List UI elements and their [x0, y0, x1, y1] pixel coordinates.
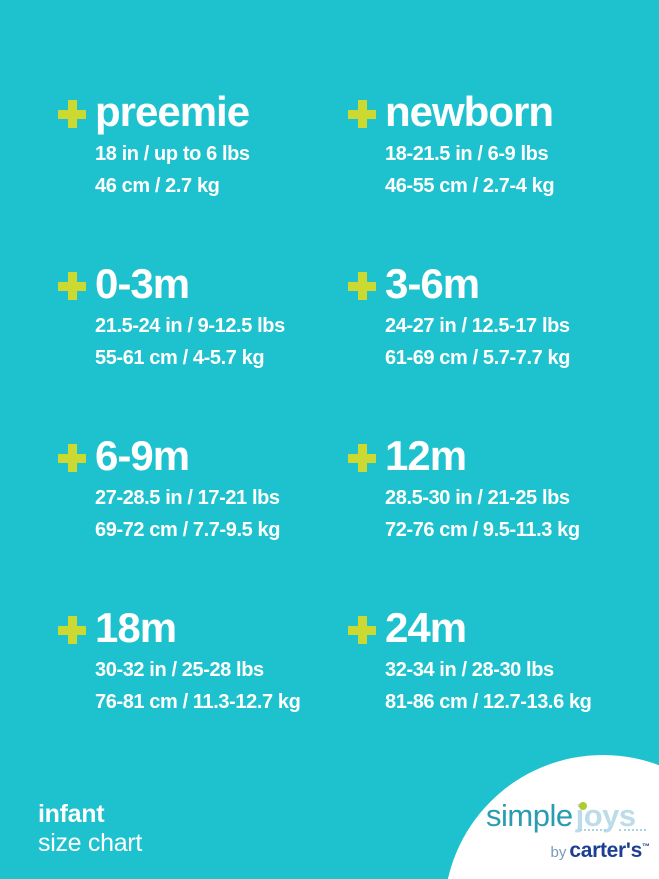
size-cell-newborn: newborn 18-21.5 in / 6-9 lbs 46-55 cm / … [348, 90, 638, 262]
logo-dotted-underline-left [579, 829, 606, 831]
logo-brand-text: carter's [569, 839, 642, 862]
size-name: 3-6m [385, 260, 480, 307]
brand-logo-circle: simplejoys by carter's™ [444, 755, 659, 879]
size-name: 6-9m [95, 432, 190, 479]
size-info: 0-3m 21.5-24 in / 9-12.5 lbs 55-61 cm / … [95, 262, 285, 374]
plus-icon [58, 616, 86, 644]
size-cell-12m: 12m 28.5-30 in / 21-25 lbs 72-76 cm / 9.… [348, 434, 638, 606]
size-imperial: 28.5-30 in / 21-25 lbs [385, 487, 570, 509]
size-imperial: 30-32 in / 25-28 lbs [95, 659, 264, 681]
size-metric: 61-69 cm / 5.7-7.7 kg [385, 347, 571, 369]
size-imperial: 18 in / up to 6 lbs [95, 143, 250, 165]
plus-icon [58, 100, 86, 128]
size-metric: 81-86 cm / 12.7-13.6 kg [385, 691, 592, 713]
size-name: 24m [385, 604, 467, 651]
size-name: newborn [385, 88, 554, 135]
logo-j-dot-icon [578, 802, 587, 810]
size-info: preemie 18 in / up to 6 lbs 46 cm / 2.7 … [95, 90, 250, 202]
logo-joys-wrap: joys [576, 799, 646, 839]
size-imperial: 32-34 in / 28-30 lbs [385, 659, 554, 681]
size-grid: preemie 18 in / up to 6 lbs 46 cm / 2.7 … [58, 90, 638, 778]
size-metric: 46 cm / 2.7 kg [95, 175, 220, 197]
plus-icon [58, 272, 86, 300]
size-info: newborn 18-21.5 in / 6-9 lbs 46-55 cm / … [385, 88, 555, 202]
size-cell-24m: 24m 32-34 in / 28-30 lbs 81-86 cm / 12.7… [348, 606, 638, 778]
logo-trademark: ™ [642, 842, 650, 851]
logo-dotted-underline-right [618, 829, 646, 831]
size-info: 12m 28.5-30 in / 21-25 lbs 72-76 cm / 9.… [385, 434, 580, 546]
chart-label: infant size chart [38, 800, 142, 858]
size-info: 6-9m 27-28.5 in / 17-21 lbs 69-72 cm / 7… [95, 434, 280, 546]
size-imperial: 18-21.5 in / 6-9 lbs [385, 143, 549, 165]
size-metric: 69-72 cm / 7.7-9.5 kg [95, 519, 281, 541]
size-imperial: 27-28.5 in / 17-21 lbs [95, 487, 280, 509]
size-cell-3-6m: 3-6m 24-27 in / 12.5-17 lbs 61-69 cm / 5… [348, 262, 638, 434]
size-metric: 76-81 cm / 11.3-12.7 kg [95, 691, 301, 713]
size-metric: 55-61 cm / 4-5.7 kg [95, 347, 265, 369]
size-name: 18m [95, 604, 177, 651]
size-info: 24m 32-34 in / 28-30 lbs 81-86 cm / 12.7… [385, 606, 592, 718]
chart-category: infant [38, 800, 105, 828]
size-name: 0-3m [95, 260, 190, 307]
size-name: 12m [385, 432, 467, 479]
size-cell-6-9m: 6-9m 27-28.5 in / 17-21 lbs 69-72 cm / 7… [58, 434, 348, 606]
plus-icon [348, 100, 376, 128]
logo-simple-text: simple [486, 798, 573, 833]
size-cell-preemie: preemie 18 in / up to 6 lbs 46 cm / 2.7 … [58, 90, 348, 262]
size-imperial: 21.5-24 in / 9-12.5 lbs [95, 315, 285, 337]
logo-by-text: by [550, 844, 567, 861]
logo-wordmark: simplejoys [486, 799, 656, 839]
brand-logo: simplejoys by carter's™ [486, 799, 656, 866]
size-info: 18m 30-32 in / 25-28 lbs 76-81 cm / 11.3… [95, 604, 301, 718]
size-imperial: 24-27 in / 12.5-17 lbs [385, 315, 570, 337]
plus-icon [348, 272, 376, 300]
size-metric: 72-76 cm / 9.5-11.3 kg [385, 519, 580, 541]
size-metric: 46-55 cm / 2.7-4 kg [385, 175, 555, 197]
logo-byline: by carter's™ [486, 840, 656, 866]
size-cell-0-3m: 0-3m 21.5-24 in / 9-12.5 lbs 55-61 cm / … [58, 262, 348, 434]
plus-icon [58, 444, 86, 472]
size-cell-18m: 18m 30-32 in / 25-28 lbs 76-81 cm / 11.3… [58, 606, 348, 778]
size-name: preemie [95, 88, 250, 135]
size-info: 3-6m 24-27 in / 12.5-17 lbs 61-69 cm / 5… [385, 262, 570, 374]
plus-icon [348, 616, 376, 644]
plus-icon [348, 444, 376, 472]
chart-type-label: size chart [38, 829, 142, 857]
